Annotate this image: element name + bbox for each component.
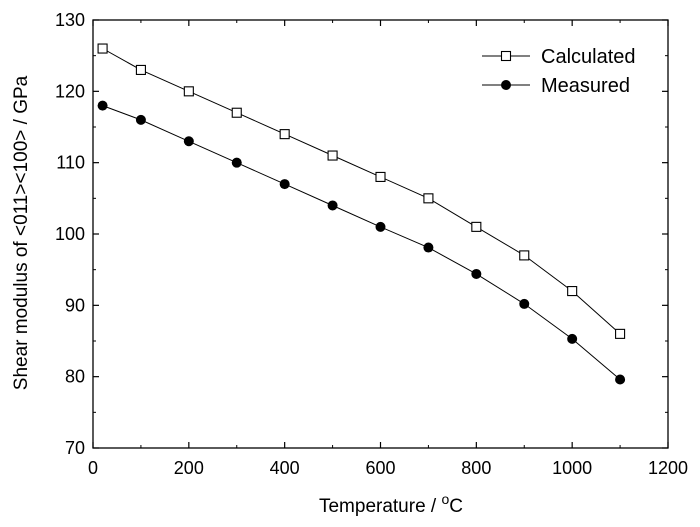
x-tick-label: 400 <box>270 458 300 478</box>
data-point <box>231 157 242 168</box>
data-point <box>615 328 626 339</box>
legend-label: Measured <box>541 75 630 97</box>
x-axis-title-degree: o <box>441 491 449 507</box>
data-point <box>375 221 386 232</box>
legend-label: Calculated <box>541 46 636 68</box>
legend-marker <box>501 80 511 90</box>
data-point <box>279 179 290 190</box>
data-point <box>567 333 578 344</box>
x-tick-label: 1000 <box>552 458 592 478</box>
data-point <box>183 86 194 97</box>
axes: 0 200 400 600 800 1000 1200 70 80 90 100 110 120 130 <box>55 10 688 478</box>
y-tick-label: 80 <box>65 367 85 387</box>
y-tick-label: 90 <box>65 295 85 315</box>
data-point <box>471 268 482 279</box>
data-point <box>231 107 242 118</box>
data-point <box>327 200 338 211</box>
plot-series <box>97 43 626 385</box>
legend-entry: Measured <box>482 75 630 97</box>
data-point <box>567 286 578 297</box>
data-point <box>327 150 338 161</box>
legend-entry: Calculated <box>482 46 636 68</box>
y-tick-label: 110 <box>56 153 85 173</box>
x-tick-label: 800 <box>461 458 491 478</box>
y-axis-title: Shear modulus of <011><100> / GPa <box>11 75 32 390</box>
x-axis-title-main: Temperature / <box>319 496 442 517</box>
x-axis-title-unit: C <box>449 496 463 517</box>
data-point <box>279 129 290 140</box>
y-tick-label: 120 <box>55 81 85 101</box>
data-point <box>423 242 434 253</box>
data-point <box>519 250 530 261</box>
x-tick-label: 1200 <box>648 458 688 478</box>
data-point <box>183 136 194 147</box>
data-point <box>615 374 626 385</box>
x-tick-label: 200 <box>174 458 204 478</box>
data-point <box>97 100 108 111</box>
y-tick-label: 130 <box>55 10 85 30</box>
data-point <box>135 64 146 75</box>
data-point <box>97 43 108 54</box>
data-point <box>375 171 386 182</box>
y-tick-label: 100 <box>55 224 85 244</box>
data-point <box>423 193 434 204</box>
legend-marker <box>500 50 512 62</box>
x-tick-label: 600 <box>365 458 395 478</box>
series-line <box>102 48 621 335</box>
data-point <box>471 221 482 232</box>
legend: Calculated Measured <box>482 46 636 97</box>
data-point <box>519 298 530 309</box>
data-point <box>135 114 146 125</box>
x-tick-label: 0 <box>88 458 98 478</box>
series-calculated <box>97 43 626 339</box>
y-tick-label: 70 <box>65 438 85 458</box>
series-line <box>102 105 621 380</box>
series-measured <box>97 100 626 385</box>
x-axis-title: Temperature / oC <box>319 491 463 517</box>
